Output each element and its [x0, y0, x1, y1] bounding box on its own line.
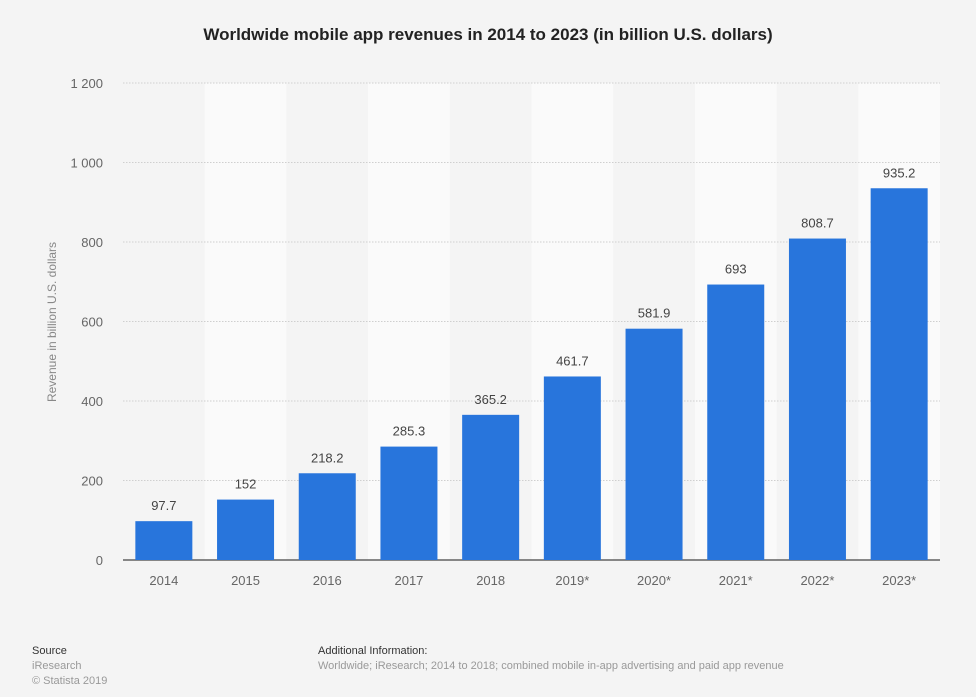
info-heading: Additional Information: — [318, 645, 428, 657]
bar-2020* — [625, 328, 683, 560]
bar-2015 — [217, 499, 275, 560]
bar-2014 — [135, 521, 193, 560]
data-label: 693 — [725, 262, 747, 277]
source-heading: Source — [32, 645, 67, 657]
x-tick-label: 2020* — [637, 573, 671, 588]
additional-info-block: Additional Information: Worldwide; iRese… — [318, 644, 784, 674]
bar-2019* — [543, 376, 601, 560]
source-block: Source iResearch © Statista 2019 — [32, 644, 107, 689]
data-label: 808.7 — [801, 216, 834, 231]
y-axis-label: Revenue in billion U.S. dollars — [45, 242, 59, 402]
data-label: 935.2 — [883, 165, 916, 180]
data-label: 218.2 — [311, 450, 344, 465]
y-tick-label: 0 — [96, 553, 103, 568]
bar-2022* — [788, 238, 846, 560]
x-tick-label: 2019* — [555, 573, 589, 588]
x-tick-label: 2021* — [719, 573, 753, 588]
data-label: 461.7 — [556, 353, 589, 368]
data-label: 97.7 — [151, 498, 176, 513]
bar-2018 — [462, 414, 520, 560]
bar-2017 — [380, 446, 438, 560]
x-tick-label: 2017 — [394, 573, 423, 588]
y-tick-label: 400 — [81, 394, 103, 409]
data-label: 285.3 — [393, 424, 426, 439]
y-tick-label: 600 — [81, 315, 103, 330]
y-tick-label: 1 000 — [70, 156, 103, 171]
copyright: © Statista 2019 — [32, 675, 108, 687]
x-tick-label: 2022* — [800, 573, 834, 588]
x-tick-label: 2015 — [231, 573, 260, 588]
bar-2023* — [870, 188, 928, 560]
y-tick-label: 1 200 — [70, 76, 103, 91]
data-label: 581.9 — [638, 306, 671, 321]
info-text: Worldwide; iResearch; 2014 to 2018; comb… — [318, 660, 784, 672]
column-band — [204, 83, 287, 560]
data-label: 152 — [235, 477, 257, 492]
chart-title: Worldwide mobile app revenues in 2014 to… — [203, 25, 772, 44]
source-name[interactable]: iResearch — [32, 660, 82, 672]
bar-2016 — [298, 473, 356, 560]
x-tick-label: 2023* — [882, 573, 916, 588]
x-tick-label: 2018 — [476, 573, 505, 588]
y-tick-label: 800 — [81, 235, 103, 250]
y-tick-label: 200 — [81, 474, 103, 489]
x-tick-label: 2014 — [149, 573, 178, 588]
data-label: 365.2 — [474, 392, 507, 407]
bar-2021* — [707, 284, 765, 560]
x-tick-label: 2016 — [313, 573, 342, 588]
